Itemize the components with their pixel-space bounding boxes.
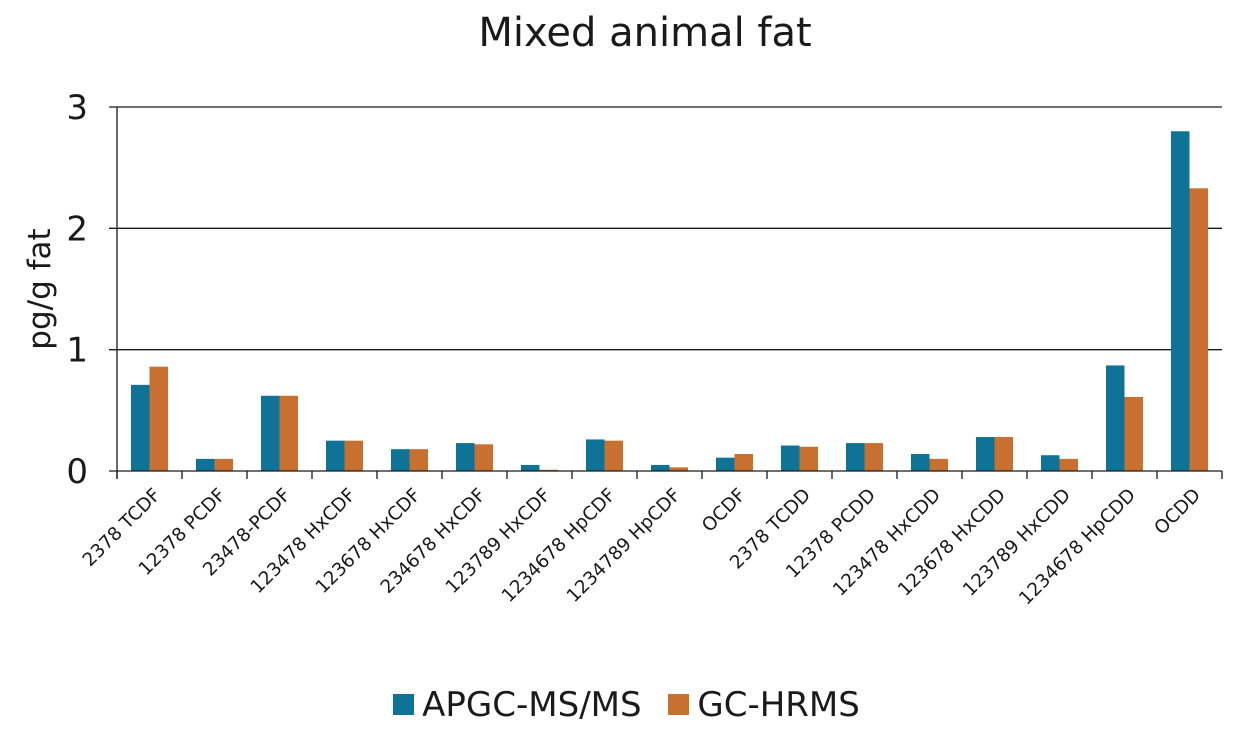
legend: APGC-MS/MS GC-HRMS: [0, 684, 1253, 725]
bar-apgc-6: [456, 443, 475, 471]
bar-apgc-1: [131, 384, 150, 471]
bar-apgc-7: [521, 464, 540, 471]
x-tick-label-9: 1234789 HpCDF: [563, 485, 685, 607]
x-tick-label-16: 1234678 HpCDD: [1015, 485, 1140, 610]
bar-apgc-11: [781, 445, 800, 471]
bar-apgc-13: [911, 454, 930, 471]
bar-gchrms-17: [1189, 188, 1208, 471]
bar-apgc-15: [1041, 455, 1060, 471]
bar-apgc-12: [846, 443, 865, 471]
bar-gchrms-13: [929, 458, 948, 471]
bar-apgc-14: [976, 437, 995, 471]
y-tick-label-3: 3: [66, 88, 88, 128]
bar-apgc-17: [1171, 131, 1190, 471]
bar-apgc-4: [326, 440, 345, 471]
bar-gchrms-11: [799, 446, 818, 471]
bar-apgc-3: [261, 395, 280, 471]
legend-label-gchrms: GC-HRMS: [697, 684, 860, 725]
bar-gchrms-6: [474, 444, 493, 471]
chart-title: Mixed animal fat: [478, 10, 812, 56]
bar-gchrms-4: [344, 440, 363, 471]
y-axis-title: pg/g fat: [22, 228, 58, 349]
x-tick-label-10: OCDF: [698, 485, 750, 537]
bar-gchrms-5: [409, 449, 428, 471]
legend-swatch-gchrms: [668, 694, 690, 715]
bar-gchrms-16: [1124, 396, 1143, 471]
bar-apgc-10: [716, 457, 735, 471]
x-tick-label-17: OCDD: [1151, 485, 1205, 539]
bar-apgc-16: [1106, 365, 1125, 471]
bar-gchrms-9: [669, 467, 688, 471]
bar-apgc-8: [586, 439, 605, 471]
bar-gchrms-2: [214, 458, 233, 471]
bar-gchrms-14: [994, 437, 1013, 471]
legend-swatch-apgc: [393, 694, 415, 715]
x-tick-label-8: 1234678 HpCDF: [498, 485, 620, 607]
bar-gchrms-12: [864, 443, 883, 471]
bar-apgc-5: [391, 449, 410, 471]
bar-apgc-2: [196, 458, 215, 471]
bar-gchrms-10: [734, 454, 753, 471]
y-tick-label-1: 1: [66, 331, 88, 371]
y-tick-label-2: 2: [66, 209, 88, 249]
bar-gchrms-1: [149, 366, 168, 471]
legend-label-apgc: APGC-MS/MS: [422, 684, 642, 725]
y-tick-label-0: 0: [66, 452, 88, 492]
bar-gchrms-15: [1059, 458, 1078, 471]
legend-item-gchrms: GC-HRMS: [668, 684, 860, 725]
legend-item-apgc: APGC-MS/MS: [393, 684, 642, 725]
bar-gchrms-3: [279, 395, 298, 471]
bar-gchrms-8: [604, 440, 623, 471]
bar-apgc-9: [651, 464, 670, 471]
